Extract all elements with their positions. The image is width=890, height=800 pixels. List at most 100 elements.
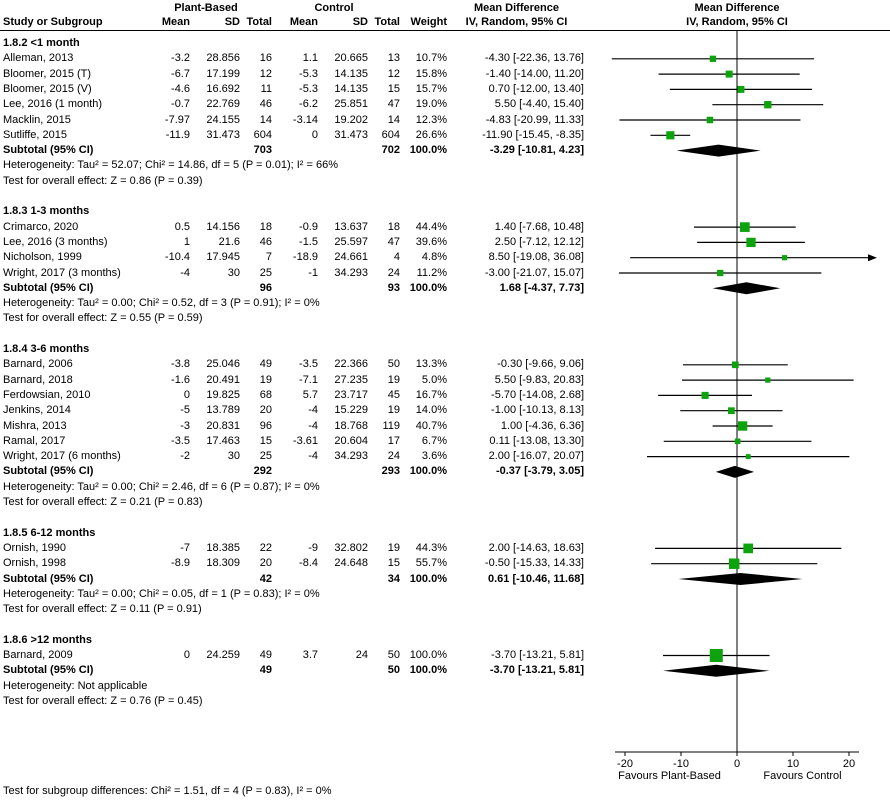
control-subtotal-n: 702 — [381, 144, 400, 157]
pb-total: 25 — [259, 266, 272, 279]
heterogeneity-row: Heterogeneity: Tau² = 0.00; Chi² = 2.46,… — [0, 480, 890, 495]
ci-text: -0.50 [-15.33, 14.33] — [484, 557, 584, 570]
ci-text: -1.40 [-14.00, 11.20] — [485, 67, 584, 80]
control-sd: 22.366 — [334, 358, 368, 371]
study-name: Ramal, 2017 — [3, 434, 66, 447]
ci-text: 0.70 [-12.00, 13.40] — [488, 82, 584, 95]
control-subtotal-n: 50 — [387, 664, 400, 677]
study-row: Alleman, 2013 -3.2 28.856 16 1.1 20.665 13 10.7… — [0, 51, 890, 66]
control-sd: 20.665 — [334, 52, 368, 65]
weight-value: 39.6% — [415, 235, 447, 248]
study-row: Barnard, 2018 -1.6 20.491 19 -7.1 27.235 19 5.0… — [0, 373, 890, 388]
control-total: 24 — [387, 266, 400, 279]
subtotal-row: Subtotal (95% CI) 96 93 100.0% 1.68 [-4.37, … — [0, 281, 890, 296]
subtotal-weight: 100.0% — [409, 664, 447, 677]
study-name: Wright, 2017 (3 months) — [3, 266, 121, 279]
overall-effect-row: Test for overall effect: Z = 0.55 (P = 0… — [0, 311, 890, 326]
pb-mean: 0 — [183, 388, 190, 401]
study-row: Ornish, 1990 -7 18.385 22 -9 32.802 19 44.3% 2.0… — [0, 541, 890, 556]
study-row: Sutliffe, 2015 -11.9 31.473 604 0 31.473 604 26… — [0, 128, 890, 143]
overall-effect-text: Test for overall effect: Z = 0.55 (P = 0… — [3, 312, 203, 325]
heterogeneity-row: Heterogeneity: Tau² = 0.00; Chi² = 0.05,… — [0, 587, 890, 602]
pb-mean: 1 — [183, 235, 190, 248]
pb-total: 22 — [259, 541, 272, 554]
study-row: Jenkins, 2014 -5 13.789 20 -4 15.229 19 14.0% -1… — [0, 403, 890, 418]
weight-value: 12.3% — [415, 113, 447, 126]
weight-value: 5.0% — [421, 373, 447, 386]
control-sd: 15.229 — [334, 404, 368, 417]
pb-sd: 21.6 — [218, 235, 240, 248]
control-mean: -3.14 — [292, 113, 318, 126]
pb-mean: -3.5 — [171, 434, 190, 447]
pb-total: 16 — [259, 52, 272, 65]
study-name: Jenkins, 2014 — [3, 404, 71, 417]
subtotal-row: Subtotal (95% CI) 42 34 100.0% 0.61 [-10.46,… — [0, 572, 890, 587]
pb-sd: 17.199 — [206, 67, 240, 80]
pb-mean: -6.7 — [171, 67, 190, 80]
pb-sd: 16.692 — [206, 82, 240, 95]
weight-value: 26.6% — [415, 128, 447, 141]
pb-mean-header: Mean — [161, 16, 190, 28]
control-subtotal-n: 293 — [381, 465, 400, 478]
control-sd: 18.768 — [334, 419, 368, 432]
study-name: Nicholson, 1999 — [3, 251, 82, 264]
pb-subtotal-n: 703 — [253, 144, 272, 157]
study-row: Wright, 2017 (3 months) -4 30 25 -1 34.293 24 1… — [0, 266, 890, 281]
pb-sd: 17.463 — [206, 434, 240, 447]
pb-mean: -3 — [180, 419, 190, 432]
heterogeneity-row: Heterogeneity: Tau² = 52.07; Chi² = 14.8… — [0, 158, 890, 173]
subtotal-weight: 100.0% — [409, 281, 447, 294]
pb-mean: 0.5 — [174, 220, 190, 233]
control-sd: 24 — [355, 649, 368, 661]
weight-value: 44.4% — [415, 220, 447, 233]
pb-sd-header: SD — [224, 16, 240, 28]
control-total: 24 — [387, 450, 400, 463]
overall-effect-text: Test for overall effect: Z = 0.86 (P = 0… — [3, 174, 203, 187]
study-row: Ornish, 1998 -8.9 18.309 20 -8.4 24.648 15 55.7… — [0, 556, 890, 571]
ci-text: -11.90 [-15.45, -8.35] — [482, 128, 584, 141]
ci-text: 0.11 [-13.08, 13.30] — [489, 434, 584, 447]
pb-mean: -1.6 — [171, 373, 190, 386]
control-mean: -8.4 — [299, 557, 318, 570]
pb-total: 20 — [259, 404, 272, 417]
pb-sd: 13.789 — [206, 404, 240, 417]
ci-text: 2.00 [-14.63, 18.63] — [488, 541, 584, 554]
subtotal-row: Subtotal (95% CI) 49 50 100.0% -3.70 [-13.21… — [0, 663, 890, 678]
ci-text: 5.50 [-4.40, 15.40] — [494, 98, 584, 111]
study-row: Mishra, 2013 -3 20.831 96 -4 18.768 119 40.7% 1.… — [0, 419, 890, 434]
control-mean: 1.1 — [302, 52, 318, 65]
study-name: Bloomer, 2015 (V) — [3, 82, 92, 95]
pb-mean: -4 — [180, 266, 190, 279]
subtotal-label: Subtotal (95% CI) — [3, 281, 94, 294]
ci-text: 2.50 [-7.12, 12.12] — [494, 235, 584, 248]
ci-text: -1.00 [-10.13, 8.13] — [491, 404, 584, 417]
study-name: Lee, 2016 (3 months) — [3, 235, 108, 248]
pb-sd: 25.046 — [206, 358, 240, 371]
control-sd: 24.648 — [334, 557, 368, 570]
control-total: 19 — [387, 541, 400, 554]
control-mean: -1.5 — [299, 235, 318, 248]
control-mean: 3.7 — [302, 649, 318, 661]
control-total: 50 — [387, 358, 400, 371]
pb-total: 15 — [259, 434, 272, 447]
control-mean: -3.5 — [299, 358, 318, 371]
pb-mean: -8.9 — [171, 557, 190, 570]
pb-total: 18 — [259, 220, 272, 233]
control-mean: 5.7 — [302, 388, 318, 401]
plot-method-header: IV, Random, 95% CI — [686, 16, 788, 28]
control-mean: -0.9 — [299, 220, 318, 233]
heterogeneity-row: Heterogeneity: Tau² = 0.00; Chi² = 0.52,… — [0, 296, 890, 311]
ci-text: 2.00 [-16.07, 20.07] — [488, 450, 584, 463]
weight-value: 3.6% — [421, 450, 447, 463]
control-mean: -5.3 — [299, 82, 318, 95]
method-header: IV, Random, 95% CI — [465, 16, 568, 28]
ci-text: -4.83 [-20.99, 11.33] — [485, 113, 584, 126]
heterogeneity-text: Heterogeneity: Tau² = 0.00; Chi² = 2.46,… — [3, 480, 320, 493]
pb-total: 96 — [259, 419, 272, 432]
subtotal-weight: 100.0% — [409, 465, 447, 478]
pb-mean: -7 — [180, 541, 190, 554]
study-name: Sutliffe, 2015 — [3, 128, 68, 141]
group1-header: Plant-Based — [174, 2, 238, 14]
